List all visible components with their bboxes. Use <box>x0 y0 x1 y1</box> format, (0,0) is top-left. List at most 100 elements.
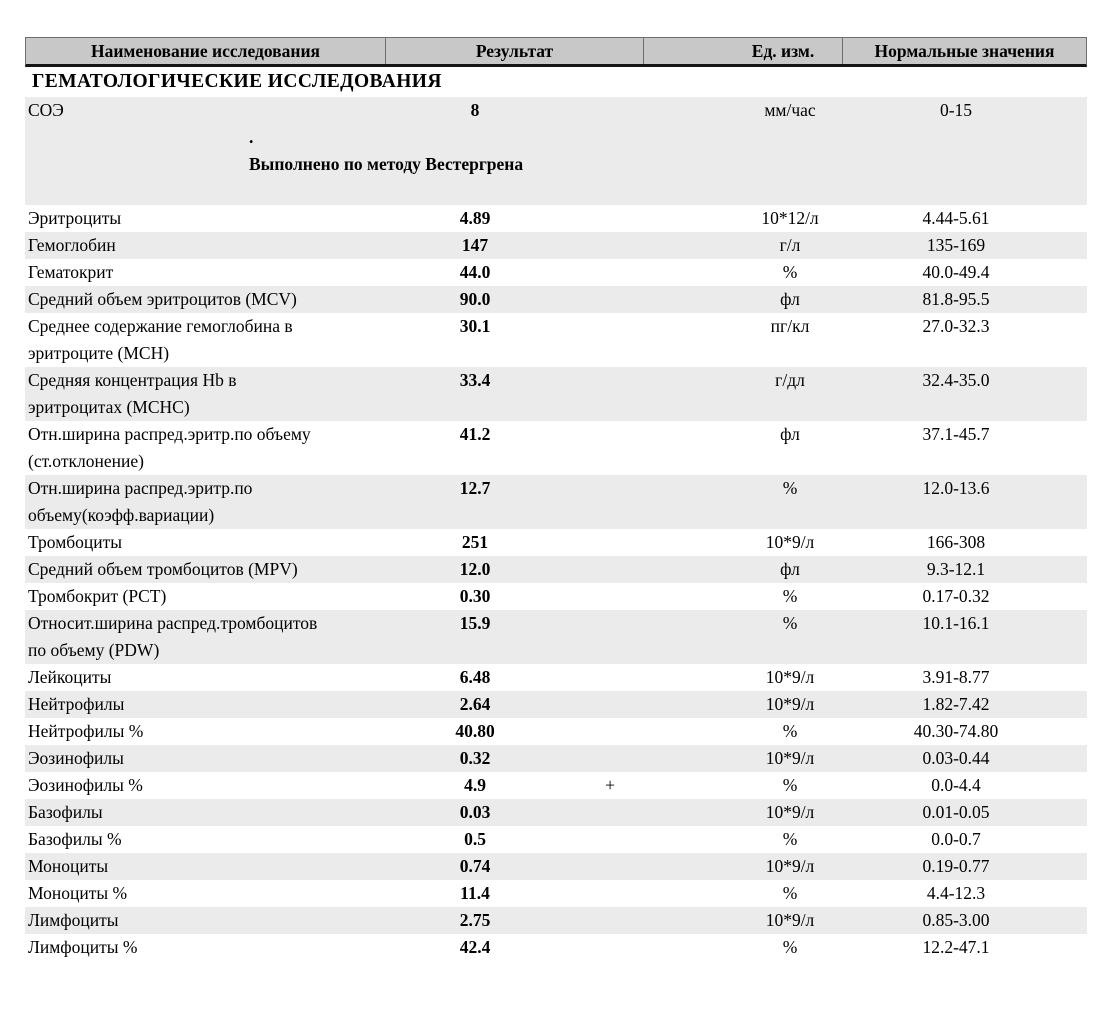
test-result: 147 <box>461 235 489 255</box>
test-name: Лейкоциты <box>28 667 112 687</box>
test-normal-range: 0.17-0.32 <box>922 586 990 606</box>
test-result: 8 <box>470 100 480 120</box>
table-row: Лейкоциты 6.48 10*9/л 3.91-8.77 <box>25 664 1087 691</box>
test-normal-range: 135-169 <box>926 235 986 255</box>
test-result: 4.9 <box>464 775 486 795</box>
test-result: 30.1 <box>459 316 491 336</box>
col-header-normal-range: Нормальные значения <box>842 38 1086 64</box>
test-name: Эозинофилы <box>28 748 124 768</box>
test-normal-range: 4.44-5.61 <box>922 208 990 228</box>
table-row: Лимфоциты % 42.4 % 12.2-47.1 <box>25 934 1087 961</box>
test-units: 10*9/л <box>765 802 815 822</box>
table-row: Отн.ширина распред.эритр.по объему(коэфф… <box>25 475 1087 529</box>
table-row: Тромбокрит (PCT) 0.30 % 0.17-0.32 <box>25 583 1087 610</box>
test-normal-range: 12.0-13.6 <box>922 478 990 498</box>
test-normal-range: 40.30-74.80 <box>913 721 999 741</box>
test-result: 0.5 <box>464 829 486 849</box>
table-body: Эритроциты 4.89 10*12/л 4.44-5.61 Гемогл… <box>25 205 1087 961</box>
test-name: Базофилы % <box>28 829 122 849</box>
test-units: 10*9/л <box>765 748 815 768</box>
test-result: 0.74 <box>459 856 491 876</box>
test-normal-range: 0.85-3.00 <box>922 910 990 930</box>
test-units: 10*9/л <box>765 856 815 876</box>
test-result: 33.4 <box>459 370 491 390</box>
table-row: Средний объем тромбоцитов (MPV) 12.0 фл … <box>25 556 1087 583</box>
test-units: мм/час <box>764 100 816 120</box>
test-result: 0.32 <box>459 748 491 768</box>
test-normal-range: 40.0-49.4 <box>922 262 990 282</box>
test-result: 12.7 <box>459 478 491 498</box>
test-units: г/дл <box>775 370 805 390</box>
test-name: Отн.ширина распред.эритр.по объему (ст.о… <box>28 424 311 471</box>
test-units: фл <box>780 559 800 579</box>
test-normal-range: 0.03-0.44 <box>922 748 990 768</box>
col-header-units: Ед. изм. <box>643 38 842 64</box>
test-name: СОЭ <box>28 100 64 120</box>
test-name: Лимфоциты % <box>28 937 138 957</box>
test-units: 10*12/л <box>761 208 819 228</box>
test-result: 0.30 <box>459 586 491 606</box>
col-header-test-name: Наименование исследования <box>90 40 320 61</box>
test-units: 10*9/л <box>765 532 815 552</box>
test-units: % <box>782 883 798 903</box>
table-row: Относит.ширина распред.тромбоцитов по об… <box>25 610 1087 664</box>
test-result: 2.64 <box>459 694 491 714</box>
table-row: Нейтрофилы % 40.80 % 40.30-74.80 <box>25 718 1087 745</box>
test-result: 90.0 <box>459 289 491 309</box>
test-normal-range: 27.0-32.3 <box>922 316 990 336</box>
table-row: Отн.ширина распред.эритр.по объему (ст.о… <box>25 421 1087 475</box>
test-name: Моноциты <box>28 856 109 876</box>
table-row: Базофилы 0.03 10*9/л 0.01-0.05 <box>25 799 1087 826</box>
test-name: Лимфоциты <box>28 910 119 930</box>
table-row: Моноциты % 11.4 % 4.4-12.3 <box>25 880 1087 907</box>
test-result: 12.0 <box>459 559 491 579</box>
test-name: Среднее содержание гемоглобина в эритроц… <box>28 316 293 363</box>
test-normal-range: 32.4-35.0 <box>922 370 990 390</box>
test-name: Тромбоциты <box>28 532 123 552</box>
table-row: Моноциты 0.74 10*9/л 0.19-0.77 <box>25 853 1087 880</box>
test-normal-range: 0.0-4.4 <box>931 775 981 795</box>
table-row: Гемоглобин 147 г/л 135-169 <box>25 232 1087 259</box>
test-result: 42.4 <box>459 937 491 957</box>
test-units: пг/кл <box>770 316 810 336</box>
table-row: СОЭ 8 мм/час 0-15 <box>25 97 1087 124</box>
test-units: фл <box>780 289 800 309</box>
test-name: Тромбокрит (PCT) <box>28 586 167 606</box>
table-row: Средний объем эритроцитов (MCV) 90.0 фл … <box>25 286 1087 313</box>
test-name: Относит.ширина распред.тромбоцитов по об… <box>28 613 318 660</box>
table-row: Среднее содержание гемоглобина в эритроц… <box>25 313 1087 367</box>
test-flag: + <box>605 775 615 795</box>
table-row: Гематокрит 44.0 % 40.0-49.4 <box>25 259 1087 286</box>
table-header-row: Наименование исследования Результат Ед. … <box>25 37 1087 67</box>
test-normal-range: 37.1-45.7 <box>922 424 990 444</box>
test-units: 10*9/л <box>765 694 815 714</box>
test-normal-range: 166-308 <box>926 532 986 552</box>
test-name: Отн.ширина распред.эритр.по объему(коэфф… <box>28 478 253 525</box>
test-normal-range: 0-15 <box>939 100 973 120</box>
test-units: % <box>782 829 798 849</box>
test-units: % <box>782 586 798 606</box>
table-row: Средняя концентрация Hb в эритроцитах (M… <box>25 367 1087 421</box>
test-result: 6.48 <box>459 667 491 687</box>
test-name: Средний объем тромбоцитов (MPV) <box>28 559 298 579</box>
test-name: Гематокрит <box>28 262 114 282</box>
test-normal-range: 4.4-12.3 <box>926 883 986 903</box>
test-result: 11.4 <box>460 883 490 903</box>
table-row: Нейтрофилы 2.64 10*9/л 1.82-7.42 <box>25 691 1087 718</box>
test-normal-range: 0.0-0.7 <box>931 829 981 849</box>
test-name: Гемоглобин <box>28 235 116 255</box>
test-normal-range: 81.8-95.5 <box>922 289 990 309</box>
test-normal-range: 3.91-8.77 <box>922 667 990 687</box>
test-units: % <box>782 262 798 282</box>
test-result: 44.0 <box>459 262 491 282</box>
section-title: ГЕМАТОЛОГИЧЕСКИЕ ИССЛЕДОВАНИЯ <box>32 71 442 92</box>
test-units: % <box>782 937 798 957</box>
test-normal-range: 0.01-0.05 <box>922 802 990 822</box>
test-name: Нейтрофилы <box>28 694 125 714</box>
test-normal-range: 0.19-0.77 <box>922 856 990 876</box>
test-normal-range: 9.3-12.1 <box>926 559 986 579</box>
test-result: 40.80 <box>455 721 495 741</box>
test-normal-range: 12.2-47.1 <box>922 937 990 957</box>
test-result: 4.89 <box>459 208 491 228</box>
test-units: фл <box>780 424 800 444</box>
